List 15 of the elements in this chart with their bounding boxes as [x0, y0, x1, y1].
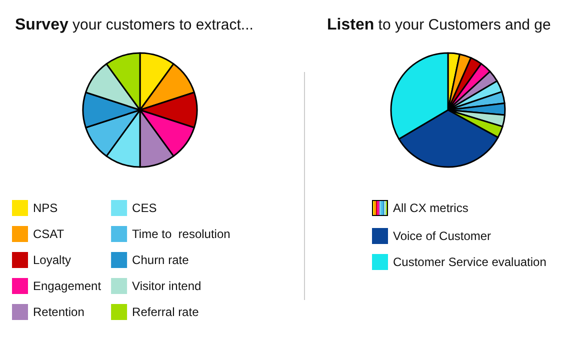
legend-label: Loyalty [33, 253, 72, 267]
legend-label: CES [132, 201, 157, 215]
legend-label: NPS [33, 201, 58, 215]
legend-label: Time to resolution [132, 227, 230, 241]
legend-label: Churn rate [132, 253, 190, 267]
legend-label: Customer Service evaluation [393, 255, 546, 269]
chart-title: Survey your customers to extract... [15, 16, 254, 34]
legend-label: CSAT [33, 227, 65, 241]
legend-label: Visitor intend [132, 279, 202, 293]
legend-label: Engagement [33, 279, 102, 293]
legend-label: Referral rate [132, 305, 200, 319]
text: All CX metrics [393, 201, 468, 215]
legend-label: Retention [33, 305, 84, 319]
chart-title: Listen to your Customers and ge [327, 16, 551, 34]
legend-label: Voice of Customer [393, 229, 492, 243]
